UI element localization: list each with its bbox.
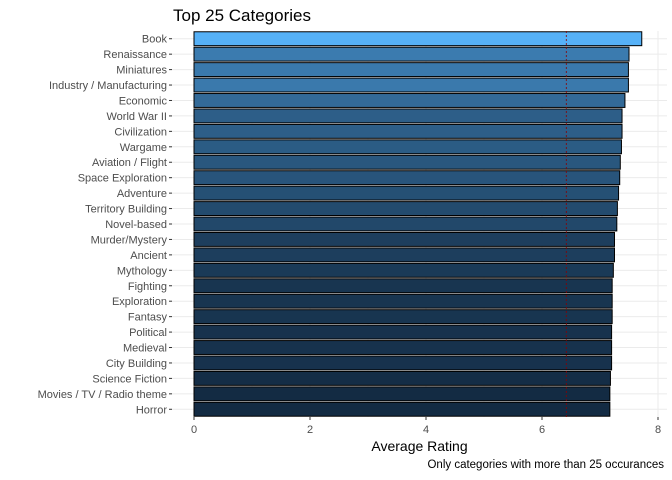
bar bbox=[193, 324, 613, 340]
bar bbox=[193, 77, 629, 93]
y-tick-label: Territory Building bbox=[85, 204, 167, 216]
y-tick-label: Murder/Mystery bbox=[91, 234, 168, 246]
bar bbox=[193, 139, 622, 155]
chart-title: Top 25 Categories bbox=[173, 6, 311, 25]
x-tick-label: 2 bbox=[307, 424, 313, 436]
y-tick-label: Economic bbox=[119, 95, 168, 107]
y-tick-label: Industry / Manufacturing bbox=[49, 80, 167, 92]
y-tick-label: Fantasy bbox=[128, 312, 168, 324]
y-tick-label: Book bbox=[142, 34, 168, 46]
bar bbox=[193, 108, 623, 124]
y-tick-label: Political bbox=[129, 327, 167, 339]
y-tick-label: Renaissance bbox=[103, 49, 167, 61]
bar bbox=[193, 401, 611, 417]
y-tick-label: Movies / TV / Radio theme bbox=[38, 389, 167, 401]
bar bbox=[193, 216, 618, 232]
bar bbox=[193, 386, 611, 402]
bar bbox=[193, 370, 611, 386]
y-tick-label: Mythology bbox=[117, 265, 168, 277]
bar bbox=[193, 231, 615, 247]
y-tick-label: Novel-based bbox=[105, 219, 167, 231]
y-tick-label: Space Exploration bbox=[78, 173, 167, 185]
x-tick-label: 0 bbox=[191, 424, 197, 436]
y-tick-label: Ancient bbox=[130, 250, 167, 262]
y-tick-label: Aviation / Flight bbox=[92, 157, 167, 169]
x-tick-label: 4 bbox=[423, 424, 429, 436]
y-tick-label: City Building bbox=[106, 358, 167, 370]
bar bbox=[193, 201, 618, 217]
bar bbox=[193, 123, 623, 139]
y-tick-label: Science Fiction bbox=[92, 373, 167, 385]
bar bbox=[193, 31, 643, 47]
bar bbox=[193, 62, 629, 78]
bar bbox=[193, 309, 613, 325]
y-tick-label: Fighting bbox=[128, 281, 167, 293]
y-tick-label: Miniatures bbox=[116, 65, 167, 77]
x-tick-label: 8 bbox=[655, 424, 661, 436]
y-tick-label: World War II bbox=[106, 111, 167, 123]
bar bbox=[193, 46, 630, 62]
bar bbox=[193, 262, 614, 278]
bar bbox=[193, 293, 613, 309]
bar bbox=[193, 355, 613, 371]
y-tick-label: Civilization bbox=[114, 126, 167, 138]
y-tick-label: Horror bbox=[136, 404, 168, 416]
y-tick-label: Wargame bbox=[120, 142, 167, 154]
bar bbox=[193, 185, 620, 201]
x-axis-title: Average Rating bbox=[371, 438, 467, 454]
bar bbox=[193, 170, 621, 186]
bar bbox=[193, 278, 613, 294]
x-tick-label: 6 bbox=[539, 424, 545, 436]
bar bbox=[193, 93, 626, 108]
chart-caption: Only categories with more than 25 occura… bbox=[427, 459, 664, 471]
y-tick-label: Exploration bbox=[112, 296, 167, 308]
bar bbox=[193, 154, 621, 170]
y-tick-label: Medieval bbox=[123, 343, 167, 355]
bar bbox=[193, 340, 613, 355]
bar bbox=[193, 247, 615, 263]
y-tick-label: Adventure bbox=[117, 188, 167, 200]
